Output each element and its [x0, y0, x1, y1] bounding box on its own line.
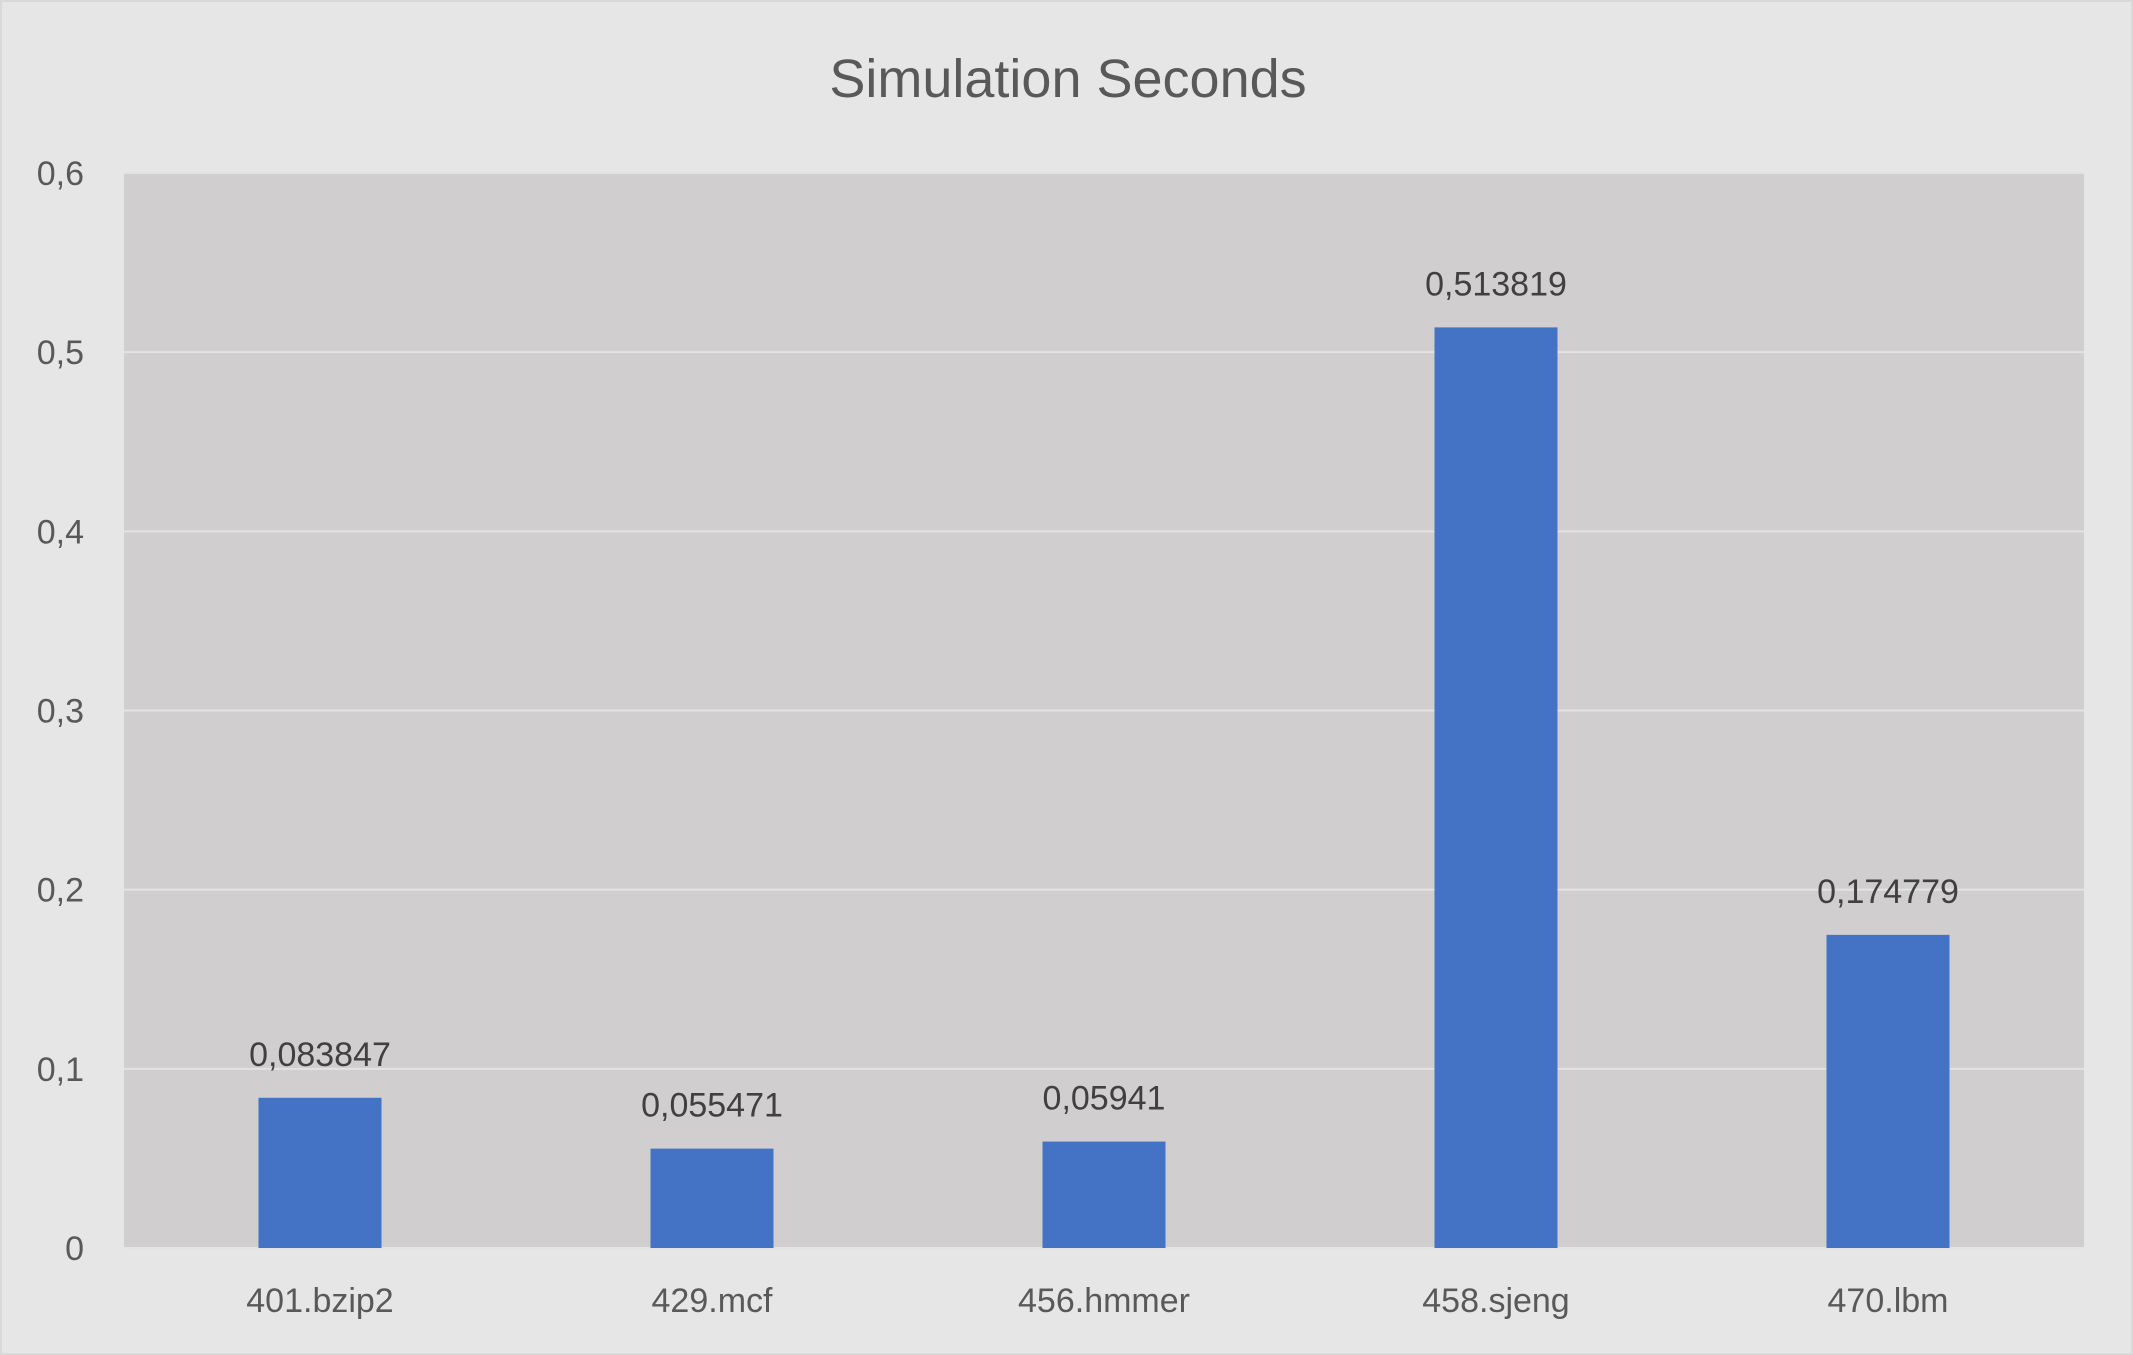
x-axis-ticks: 401.bzip2 429.mcf 456.hmmer 458.sjeng 470.lb… — [246, 1282, 1948, 1320]
x-tick-label: 458.sjeng — [1422, 1282, 1569, 1320]
gridlines — [124, 172, 2084, 1249]
y-tick-label: 0,2 — [37, 872, 84, 910]
x-tick-label: 401.bzip2 — [246, 1282, 393, 1320]
data-label: 0,083847 — [249, 1036, 391, 1074]
y-tick-label: 0,6 — [37, 155, 84, 193]
chart-title: Simulation Seconds — [829, 49, 1306, 109]
bar — [650, 1148, 774, 1248]
y-tick-label: 0,4 — [37, 513, 84, 551]
x-tick-label: 470.lbm — [1828, 1282, 1949, 1320]
bar — [1042, 1141, 1166, 1248]
bar — [258, 1097, 382, 1248]
x-tick-label: 456.hmmer — [1018, 1282, 1190, 1320]
y-tick-label: 0,5 — [37, 334, 84, 372]
data-label: 0,05941 — [1043, 1080, 1166, 1118]
bar — [1434, 327, 1558, 1249]
y-tick-label: 0 — [65, 1230, 84, 1268]
y-tick-label: 0,3 — [37, 693, 84, 731]
bar — [1826, 934, 1950, 1248]
data-labels: 0,083847 0,055471 0,05941 0,513819 0,174779 — [249, 265, 1959, 1124]
data-label: 0,055471 — [641, 1087, 783, 1125]
x-tick-label: 429.mcf — [652, 1282, 773, 1320]
y-tick-label: 0,1 — [37, 1051, 84, 1089]
bars — [258, 327, 1950, 1249]
data-label: 0,513819 — [1425, 265, 1567, 303]
y-axis-ticks: 0 0,1 0,2 0,3 0,4 0,5 0,6 — [37, 155, 84, 1268]
data-label: 0,174779 — [1817, 873, 1959, 911]
